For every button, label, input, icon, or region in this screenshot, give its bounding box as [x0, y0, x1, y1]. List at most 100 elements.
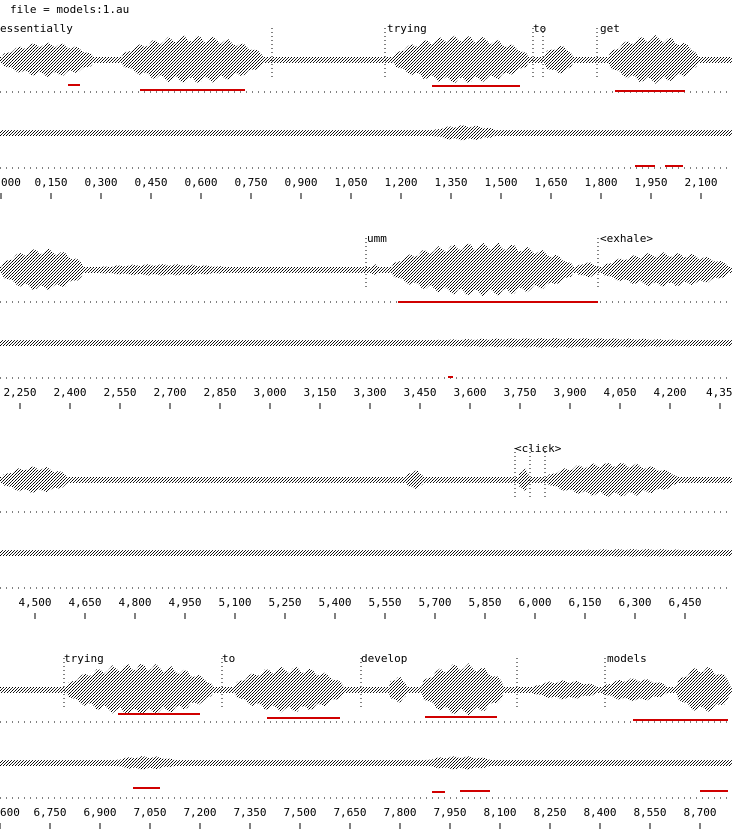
tick-label: 3,000: [253, 386, 286, 399]
waveform: [85, 264, 240, 276]
tick-label: 600: [0, 806, 20, 819]
tick-label: 2,400: [53, 386, 86, 399]
word-label: trying: [387, 22, 427, 35]
waveform: [392, 35, 530, 84]
tick-label: 2,700: [153, 386, 186, 399]
tick-label: 4,500: [18, 596, 51, 609]
waveform: [0, 466, 70, 493]
word-label: to: [533, 22, 546, 35]
tick-label: 5,850: [468, 596, 501, 609]
tick-label: 6,300: [618, 596, 651, 609]
file-label: file = models:1.au: [10, 3, 129, 16]
tick-label: 7,650: [333, 806, 366, 819]
tick-label: 8,700: [683, 806, 716, 819]
tick-label: 1,950: [634, 176, 667, 189]
waveform: [0, 248, 85, 291]
word-label: develop: [361, 652, 407, 665]
waveform: [675, 666, 732, 712]
waveform: [420, 756, 500, 770]
word-label: to: [222, 652, 235, 665]
tick-label: 6,150: [568, 596, 601, 609]
tick-label: 5,250: [268, 596, 301, 609]
waveform: [545, 462, 680, 497]
waveform: [600, 252, 732, 287]
tick-label: 0,450: [134, 176, 167, 189]
tick-label: 3,450: [403, 386, 436, 399]
waveform-base: [0, 340, 732, 346]
tick-label: 2,850: [203, 386, 236, 399]
tick-label: 0,900: [284, 176, 317, 189]
waveform: [370, 264, 380, 276]
tick-label: 7,950: [433, 806, 466, 819]
tick-label: 1,050: [334, 176, 367, 189]
tick-label: 2,100: [684, 176, 717, 189]
tick-label: 1,650: [534, 176, 567, 189]
waveform: [388, 677, 408, 703]
tick-label: 7,200: [183, 806, 216, 819]
waveform-base: [0, 57, 732, 63]
waveform-base: [0, 687, 732, 693]
waveform: [575, 262, 600, 278]
word-label: <exhale>: [600, 232, 653, 245]
waveform: [390, 338, 732, 348]
tick-label: 2,250: [3, 386, 36, 399]
waveform-base: [0, 760, 732, 766]
tick-label: 6,000: [518, 596, 551, 609]
waveform: [65, 663, 215, 715]
waveform-base: [0, 550, 732, 556]
tick-label: 5,400: [318, 596, 351, 609]
word-label: get: [600, 22, 620, 35]
tick-label: 0,300: [84, 176, 117, 189]
tick-label: 1,200: [384, 176, 417, 189]
tick-label: 3,150: [303, 386, 336, 399]
tick-label: 7,500: [283, 806, 316, 819]
tick-label: 0,750: [234, 176, 267, 189]
tick-label: 4,800: [118, 596, 151, 609]
tick-label: 2,550: [103, 386, 136, 399]
waveform: [110, 756, 180, 770]
tick-label: 1,500: [484, 176, 517, 189]
tick-label: 5,550: [368, 596, 401, 609]
tick-label: 000: [1, 176, 21, 189]
tick-label: 7,350: [233, 806, 266, 819]
word-label: umm: [367, 232, 387, 245]
tick-label: 0,600: [184, 176, 217, 189]
waveform: [405, 470, 425, 489]
tick-label: 3,900: [553, 386, 586, 399]
tick-label: 8,100: [483, 806, 516, 819]
waveform: [430, 125, 500, 141]
tick-label: 7,050: [133, 806, 166, 819]
tick-label: 3,300: [353, 386, 386, 399]
tick-label: 5,700: [418, 596, 451, 609]
tick-label: 1,800: [584, 176, 617, 189]
tick-label: 7,800: [383, 806, 416, 819]
tick-label: 3,750: [503, 386, 536, 399]
tick-label: 6,750: [33, 806, 66, 819]
tick-label: 3,600: [453, 386, 486, 399]
waveform: [420, 663, 505, 716]
tick-label: 4,050: [603, 386, 636, 399]
waveform: [600, 678, 670, 702]
word-label: <click>: [515, 442, 562, 455]
tick-label: 6,450: [668, 596, 701, 609]
word-label: essentially: [0, 22, 73, 35]
waveform-base: [0, 130, 732, 136]
tick-label: 0,150: [34, 176, 67, 189]
tick-label: 4,650: [68, 596, 101, 609]
waveform: [233, 666, 345, 713]
waveform: [0, 42, 95, 78]
word-label: trying: [64, 652, 104, 665]
tick-label: 6,900: [83, 806, 116, 819]
waveform-base: [0, 477, 732, 483]
waveform: [543, 46, 575, 74]
tick-label: 8,400: [583, 806, 616, 819]
tick-label: 5,100: [218, 596, 251, 609]
waveform: [518, 468, 530, 491]
waveform: [540, 549, 732, 557]
tick-label: 4,200: [653, 386, 686, 399]
waveform: [607, 35, 700, 84]
tick-label: 4,35: [706, 386, 732, 399]
waveform: [120, 35, 265, 84]
tick-label: 8,550: [633, 806, 666, 819]
